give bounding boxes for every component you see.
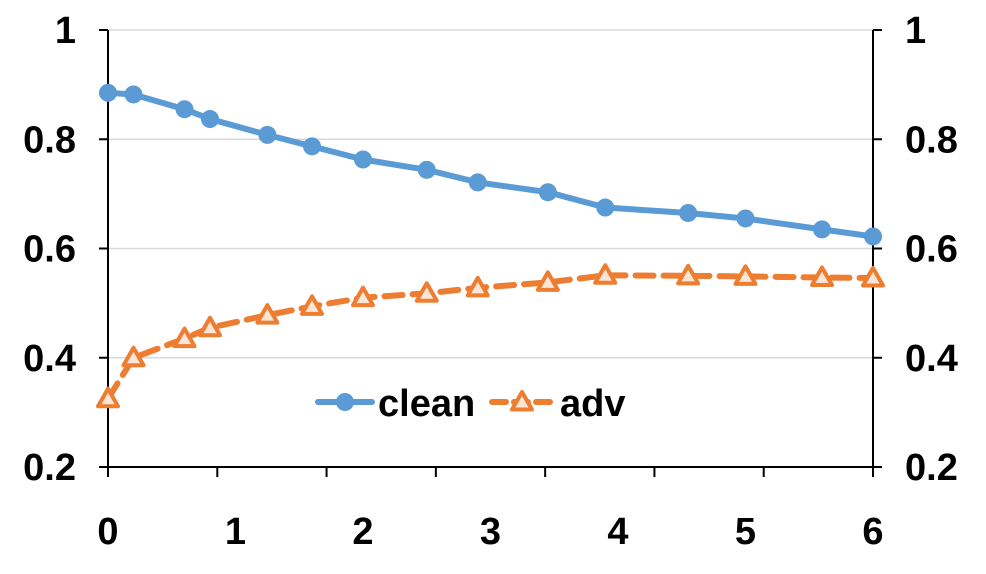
data-point-clean: [354, 150, 372, 169]
data-point-clean: [468, 173, 487, 192]
data-point-clean: [258, 125, 277, 144]
data-point-clean: [99, 83, 117, 102]
data-point-adv: [535, 270, 560, 292]
data-point-clean: [124, 85, 143, 104]
y-tick-label: 0.6: [23, 229, 76, 271]
data-point-clean: [201, 110, 219, 129]
legend: clean adv: [315, 383, 625, 425]
legend-marker: [510, 390, 534, 412]
y2-tick-label: 1: [905, 10, 926, 52]
y2-tick-label: 0.8: [905, 119, 958, 161]
data-point-adv: [121, 345, 146, 368]
x-tick-label: 3: [480, 511, 501, 553]
legend-label: adv: [560, 383, 625, 425]
y2-tick-label: 0.6: [905, 229, 958, 271]
series-clean: [99, 83, 882, 246]
y2-tick-label: 0.4: [905, 338, 958, 380]
x-tick-label: 4: [607, 511, 628, 553]
y-tick-label: 1: [55, 10, 76, 52]
data-point-adv: [198, 315, 222, 338]
series-line-clean: [105, 89, 876, 240]
legend-marker: [336, 393, 354, 411]
y2-axis-ticks: 0.2 0.4 0.6 0.8 1: [873, 10, 958, 489]
data-point-clean: [813, 220, 831, 239]
data-point-adv: [172, 326, 197, 349]
x-axis-ticks: 0 1 2 3 4 5 6: [97, 467, 884, 553]
y-tick-label: 0.4: [23, 338, 76, 380]
legend-item-clean: clean: [315, 383, 475, 425]
data-point-adv: [351, 285, 375, 308]
data-point-adv: [300, 294, 324, 316]
y-tick-label: 0.8: [23, 119, 76, 161]
data-point-adv: [733, 264, 758, 286]
legend-label: clean: [378, 383, 475, 425]
data-point-adv: [593, 263, 618, 285]
legend-item-adv: adv: [489, 383, 625, 425]
data-point-adv: [96, 386, 120, 409]
data-point-clean: [864, 227, 882, 246]
data-point-adv: [414, 281, 439, 303]
x-tick-label: 1: [225, 511, 246, 553]
x-tick-label: 0: [97, 511, 118, 553]
data-point-clean: [596, 198, 615, 217]
y2-tick-label: 0.2: [905, 447, 958, 489]
data-point-clean: [538, 183, 557, 202]
y-tick-label: 0.2: [23, 447, 76, 489]
data-point-clean: [303, 137, 321, 156]
data-point-clean: [175, 100, 194, 119]
data-point-clean: [679, 203, 698, 222]
data-point-clean: [417, 160, 436, 179]
data-point-adv: [676, 263, 701, 286]
x-tick-label: 5: [735, 511, 756, 553]
data-point-adv: [810, 265, 834, 287]
data-point-adv: [861, 265, 885, 288]
data-point-clean: [736, 209, 755, 228]
data-point-adv: [255, 303, 280, 325]
series-adv: [96, 263, 885, 409]
data-point-adv: [465, 275, 490, 298]
series-line-adv: [105, 272, 876, 402]
x-tick-label: 2: [352, 511, 373, 553]
series-group: [96, 83, 885, 409]
x-tick-label: 6: [862, 511, 883, 553]
y-axis-ticks: 0.2 0.4 0.6 0.8 1: [23, 10, 108, 489]
